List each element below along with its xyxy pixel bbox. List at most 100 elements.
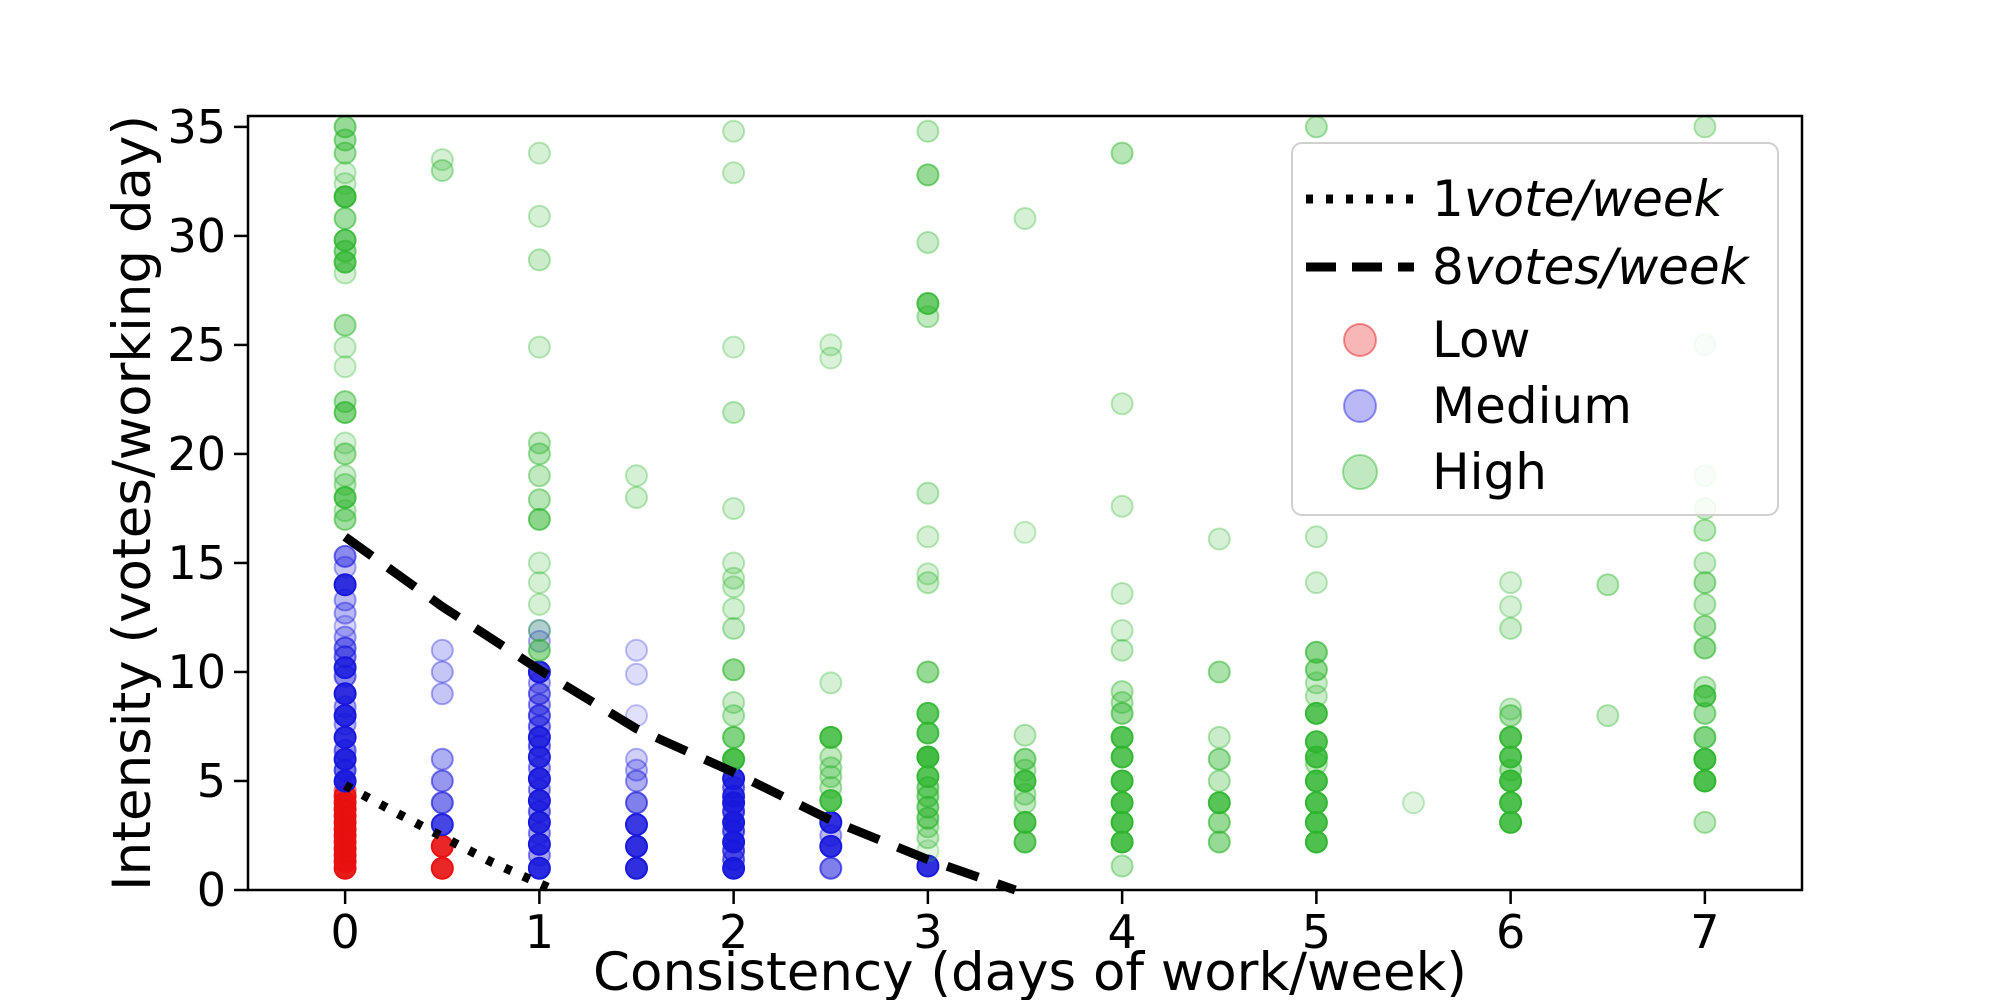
point-high [527, 335, 551, 359]
y-axis-tick-label: 10 [167, 645, 226, 699]
point-high [1207, 769, 1231, 793]
point-medium [625, 834, 648, 858]
point-high [916, 721, 940, 745]
point-high [916, 701, 940, 725]
point-medium [430, 747, 454, 771]
point-high [1110, 854, 1134, 878]
point-medium [625, 769, 648, 793]
point-high [819, 671, 843, 695]
x-axis-tick-label: 0 [330, 905, 359, 959]
point-high [722, 725, 746, 749]
point-high [430, 148, 454, 172]
scatter-points-layer [333, 115, 1717, 880]
point-medium [722, 856, 746, 880]
point-medium [430, 660, 454, 684]
point-high [1207, 725, 1231, 749]
point-high [625, 486, 648, 509]
point-high [1499, 704, 1523, 728]
point-high [1304, 830, 1328, 854]
point-high [1013, 520, 1037, 544]
point-high [916, 660, 940, 684]
legend-box [1291, 142, 1779, 516]
point-high [819, 333, 843, 357]
point-high [1304, 791, 1328, 815]
point-high [1693, 725, 1717, 749]
point-high [819, 745, 843, 769]
point-high [527, 592, 551, 616]
point-high [1110, 810, 1134, 834]
point-high [1693, 747, 1717, 771]
point-high [819, 725, 843, 749]
point-medium [625, 638, 648, 662]
point-high [1693, 701, 1717, 725]
point-high [1110, 830, 1134, 854]
point-high [1013, 782, 1037, 806]
point-high [1304, 701, 1328, 725]
point-high [916, 292, 940, 315]
point-high [333, 207, 357, 230]
legend-entry: Medium [1343, 377, 1632, 435]
legend-label-number: 1 [1432, 170, 1464, 228]
point-high [916, 571, 940, 595]
point-high [1693, 571, 1717, 595]
point-high [1207, 810, 1231, 834]
point-high [1596, 704, 1620, 728]
point-medium [527, 856, 551, 880]
point-high [916, 562, 940, 586]
point-high [916, 231, 940, 254]
point-high [1693, 636, 1717, 660]
legend-marker-high [1342, 454, 1378, 490]
point-high [819, 346, 843, 370]
point-high [1207, 830, 1231, 854]
point-high [527, 431, 551, 455]
point-high [527, 204, 551, 228]
point-high [722, 497, 746, 520]
legend-marker-medium [1343, 389, 1377, 423]
point-high [722, 401, 746, 424]
point-high [333, 128, 357, 152]
point-high [1304, 745, 1328, 769]
point-high [916, 815, 940, 839]
x-axis-tick-label: 5 [1302, 905, 1331, 959]
point-medium [333, 601, 357, 625]
point-high [527, 488, 551, 512]
point-high [527, 638, 551, 662]
point-high [1110, 791, 1134, 815]
point-high [819, 765, 843, 789]
point-high [1207, 791, 1231, 815]
point-medium [430, 791, 454, 815]
point-high [1499, 745, 1523, 769]
x-axis-tick-label: 2 [719, 905, 748, 959]
legend-marker-low [1343, 323, 1377, 357]
point-high [1499, 769, 1523, 793]
dotted-line [342, 781, 551, 892]
legend-label: Low [1432, 311, 1530, 369]
point-low [430, 856, 454, 880]
point-high [1693, 551, 1717, 575]
point-high [527, 619, 551, 642]
x-axis-tick-label: 6 [1496, 905, 1525, 959]
point-high [1499, 810, 1523, 834]
point-medium [625, 813, 648, 837]
point-high [1402, 791, 1425, 815]
point-high [430, 159, 454, 182]
point-high [916, 163, 940, 187]
point-high [1110, 582, 1134, 605]
point-high [916, 826, 940, 850]
legend-entry: 8votes/week [1306, 238, 1751, 296]
legend-label-number: 8 [1432, 238, 1464, 296]
point-medium [819, 834, 843, 858]
point-medium [625, 856, 648, 880]
x-axis-label: Consistency (days of work/week) [593, 942, 1467, 1000]
point-high [722, 616, 746, 640]
point-medium [625, 791, 648, 815]
y-axis-tick-label: 0 [197, 863, 226, 917]
point-high [1304, 658, 1328, 682]
x-axis-tick-label: 7 [1690, 905, 1719, 959]
point-high [916, 305, 940, 329]
point-high [333, 401, 357, 424]
point-high [722, 119, 746, 143]
point-high [819, 756, 843, 780]
